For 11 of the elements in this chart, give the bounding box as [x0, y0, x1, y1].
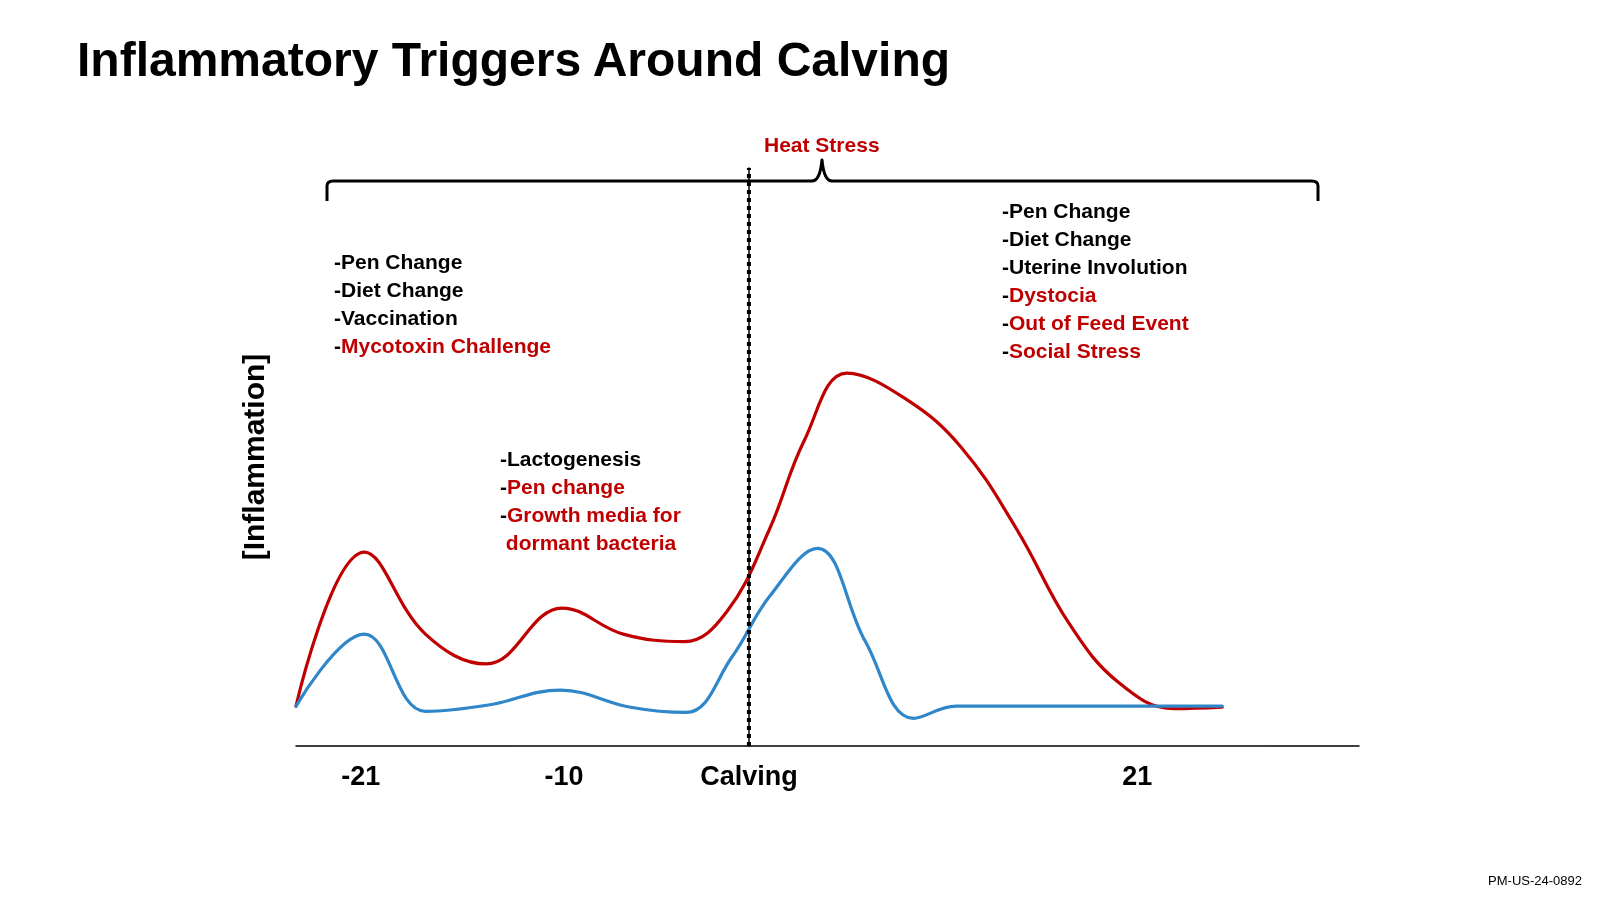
- x-tick-label: -21: [341, 760, 381, 791]
- annotation: -Lactogenesis -Pen change -Growth media for dormant bacteria: [500, 446, 681, 554]
- y-axis-title: [Inflammation]: [236, 353, 270, 561]
- chart-title: Inflammatory Triggers Around Calving: [77, 32, 951, 86]
- text: -Pen Change -Diet Change -Uterine Involution -Dystocia -Out of Feed Event -Social Stress: [1002, 198, 1189, 362]
- x-tick-label: 21: [1122, 760, 1153, 791]
- text: PM-US-24-0892: [1488, 872, 1583, 888]
- text: Heat Stress: [764, 132, 880, 156]
- x-tick-label: -10: [544, 760, 584, 791]
- text: -Pen Change -Diet Change -Vaccination -Mycotoxin Challenge: [334, 249, 552, 357]
- x-tick-label: Calving: [700, 760, 798, 791]
